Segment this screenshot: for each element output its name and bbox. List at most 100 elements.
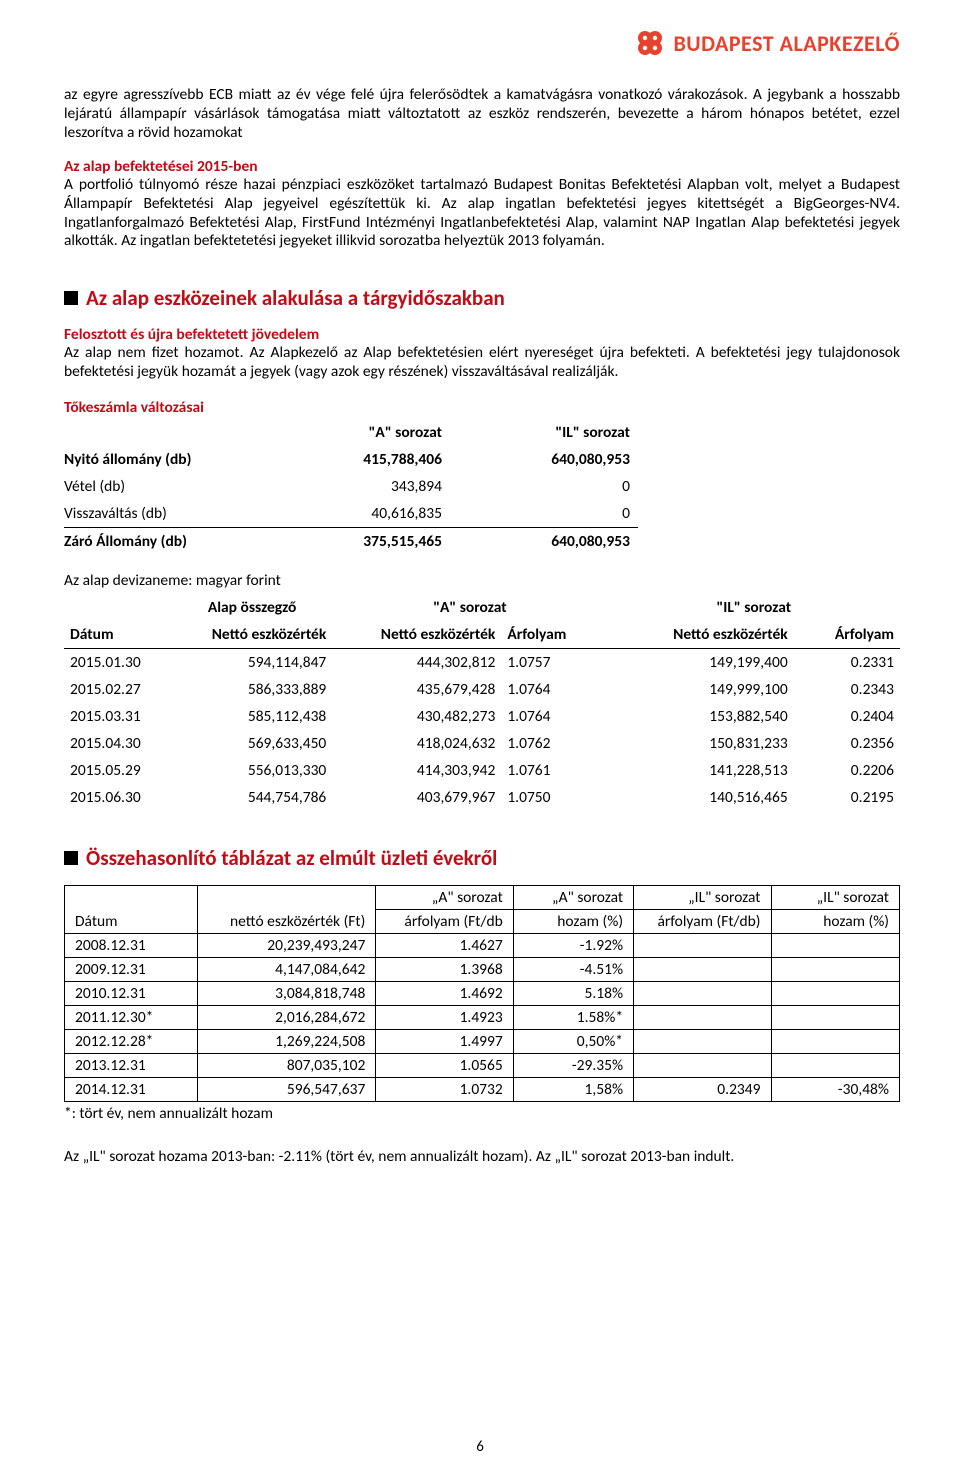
nav-row-a-rate: 1.0762	[501, 730, 607, 757]
cmp-col-ih-1: „IL" sorozat	[771, 886, 900, 910]
cmp-row-ar: 1.4923	[376, 1006, 513, 1030]
table-row: 2015.01.30594,114,847444,302,8121.075714…	[64, 649, 900, 677]
cmp-row-ne: 596,547,637	[198, 1078, 376, 1102]
cmp-row-ar: 1.0732	[376, 1078, 513, 1102]
header: BUDAPEST ALAPKEZELŐ	[64, 28, 900, 58]
nav-row-a-nav: 435,679,428	[332, 676, 501, 703]
page-root: BUDAPEST ALAPKEZELŐ az egyre agresszíveb…	[0, 0, 960, 1166]
nav-col-date: Dátum	[64, 621, 172, 649]
nav-row-date: 2015.03.31	[64, 703, 172, 730]
cmp-row-ar: 1.4692	[376, 982, 513, 1006]
cmp-col-ah-1: „A" sorozat	[513, 886, 633, 910]
nav-row-agg: 569,633,450	[172, 730, 332, 757]
cmp-row-ih	[771, 958, 900, 982]
capital-row-label: Vétel (db)	[64, 473, 282, 500]
intro-para-2: A portfolió túlnyomó része hazai pénzpia…	[64, 176, 900, 252]
income-text: Az alap nem fizet hozamot. Az Alapkezelő…	[64, 344, 900, 382]
cmp-row-ah: 1.58%*	[513, 1006, 633, 1030]
page-number: 6	[0, 1438, 960, 1456]
nav-row-agg: 556,013,330	[172, 757, 332, 784]
cmp-row-ne: 1,269,224,508	[198, 1030, 376, 1054]
cmp-col-ih-2: hozam (%)	[771, 910, 900, 934]
cmp-row-ar: 1.0565	[376, 1054, 513, 1078]
capital-row-a: 415,788,406	[282, 446, 450, 473]
table-row: Vétel (db)343,8940	[64, 473, 638, 500]
table-row: 2015.04.30569,633,450418,024,6321.076215…	[64, 730, 900, 757]
cmp-row-ne: 807,035,102	[198, 1054, 376, 1078]
table-row: Nyitó állomány (db)415,788,406640,080,95…	[64, 446, 638, 473]
cmp-row-ah: 0,50%*	[513, 1030, 633, 1054]
currency-note: Az alap devizaneme: magyar forint	[64, 571, 900, 590]
cmp-row-ir	[634, 982, 771, 1006]
capital-row-il: 0	[450, 500, 638, 528]
capital-col-il: "IL" sorozat	[450, 419, 638, 446]
nav-col-il-rate: Árfolyam	[794, 621, 900, 649]
capital-row-il: 0	[450, 473, 638, 500]
cmp-row-ne: 20,239,493,247	[198, 934, 376, 958]
table-row: 2010.12.313,084,818,7481.46925.18%	[65, 982, 900, 1006]
nav-row-il-rate: 0.2331	[794, 649, 900, 677]
cmp-col-ne: nettó eszközérték (Ft)	[198, 886, 376, 934]
cmp-row-ah: -29.35%	[513, 1054, 633, 1078]
cmp-row-ar: 1.3968	[376, 958, 513, 982]
table-row: Záró Állomány (db)375,515,465640,080,953	[64, 528, 638, 556]
cmp-row-ah: -4.51%	[513, 958, 633, 982]
nav-row-a-rate: 1.0764	[501, 676, 607, 703]
final-note: Az „IL" sorozat hozama 2013-ban: -2.11% …	[64, 1147, 900, 1166]
table-row: 2008.12.3120,239,493,2471.4627-1.92%	[65, 934, 900, 958]
capital-row-label: Záró Állomány (db)	[64, 528, 282, 556]
nav-row-il-nav: 153,882,540	[608, 703, 794, 730]
nav-row-a-nav: 418,024,632	[332, 730, 501, 757]
capital-table: "A" sorozat "IL" sorozat Nyitó állomány …	[64, 419, 638, 555]
nav-row-agg: 544,754,786	[172, 784, 332, 811]
cmp-col-ar-1: „A" sorozat	[376, 886, 513, 910]
capital-row-il: 640,080,953	[450, 528, 638, 556]
table-row: 2015.02.27586,333,889435,679,4281.076414…	[64, 676, 900, 703]
cmp-row-date: 2014.12.31	[65, 1078, 198, 1102]
cmp-row-date: 2011.12.30*	[65, 1006, 198, 1030]
nav-row-il-rate: 0.2195	[794, 784, 900, 811]
nav-row-il-rate: 0.2356	[794, 730, 900, 757]
cmp-row-date: 2013.12.31	[65, 1054, 198, 1078]
brand-name: BUDAPEST ALAPKEZELŐ	[673, 30, 900, 57]
cmp-col-ar-2: árfolyam (Ft/db	[376, 910, 513, 934]
cmp-row-ne: 2,016,284,672	[198, 1006, 376, 1030]
nav-row-agg: 594,114,847	[172, 649, 332, 677]
nav-row-date: 2015.05.29	[64, 757, 172, 784]
cmp-row-ih	[771, 1006, 900, 1030]
nav-row-date: 2015.01.30	[64, 649, 172, 677]
table-row: 2015.03.31585,112,438430,482,2731.076415…	[64, 703, 900, 730]
nav-row-date: 2015.04.30	[64, 730, 172, 757]
cmp-row-ir: 0.2349	[634, 1078, 771, 1102]
cmp-col-ir-1: „IL" sorozat	[634, 886, 771, 910]
investments-subhead: Az alap befektetései 2015-ben	[64, 157, 900, 176]
nav-col-il-nav: Nettó eszközérték	[608, 621, 794, 649]
cmp-row-ah: 1,58%	[513, 1078, 633, 1102]
nav-group-il: "IL" sorozat	[608, 594, 900, 621]
nav-row-agg: 586,333,889	[172, 676, 332, 703]
cmp-col-ah-2: hozam (%)	[513, 910, 633, 934]
capital-row-a: 40,616,835	[282, 500, 450, 528]
cmp-row-ih	[771, 1054, 900, 1078]
capital-row-label: Visszaváltás (db)	[64, 500, 282, 528]
cmp-row-date: 2008.12.31	[65, 934, 198, 958]
capital-subhead: Tőkeszámla változásai	[64, 398, 900, 417]
table-row: 2011.12.30*2,016,284,6721.49231.58%*	[65, 1006, 900, 1030]
cmp-row-ih: -30,48%	[771, 1078, 900, 1102]
nav-table: Alap összegző "A" sorozat "IL" sorozat D…	[64, 594, 900, 811]
table-row: 2009.12.314,147,084,6421.3968-4.51%	[65, 958, 900, 982]
nav-row-a-rate: 1.0761	[501, 757, 607, 784]
cmp-row-ir	[634, 1054, 771, 1078]
brand-logo: BUDAPEST ALAPKEZELŐ	[635, 28, 900, 58]
capital-row-a: 375,515,465	[282, 528, 450, 556]
cmp-row-ah: -1.92%	[513, 934, 633, 958]
nav-row-date: 2015.06.30	[64, 784, 172, 811]
nav-row-il-nav: 149,199,400	[608, 649, 794, 677]
section-assets-title: Az alap eszközeinek alakulása a tárgyidő…	[64, 285, 900, 311]
capital-col-a: "A" sorozat	[282, 419, 450, 446]
nav-col-a-rate: Árfolyam	[501, 621, 607, 649]
nav-group-a: "A" sorozat	[332, 594, 607, 621]
table-row: 2015.06.30544,754,786403,679,9671.075014…	[64, 784, 900, 811]
cmp-row-ir	[634, 934, 771, 958]
table-row: Visszaváltás (db)40,616,8350	[64, 500, 638, 528]
